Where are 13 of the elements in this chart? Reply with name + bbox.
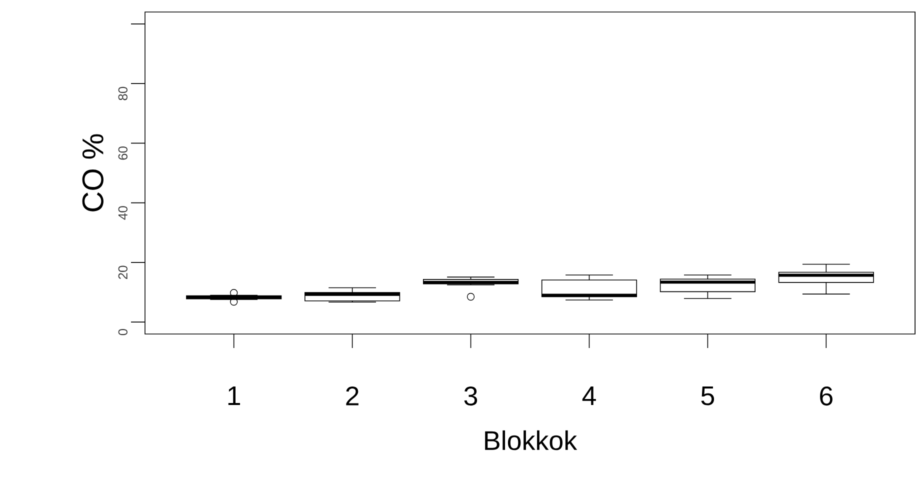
x-tick-label: 2 <box>346 386 358 406</box>
y-tick-label: 20 <box>118 266 128 279</box>
x-axis-title: Blokkok <box>485 430 578 450</box>
y-tick-label: 40 <box>118 206 128 220</box>
x-tick-label: 4 <box>582 386 596 406</box>
y-tick-label: 60 <box>118 146 128 160</box>
x-tick-label: 1 <box>228 386 240 406</box>
y-axis-title: CO % <box>82 134 104 212</box>
x-tick-label: 3 <box>464 386 478 406</box>
y-tick-label: 0 <box>118 328 128 336</box>
x-tick-label: 5 <box>701 386 714 406</box>
x-tick-label: 6 <box>820 386 832 406</box>
y-tick-label: 80 <box>118 86 128 100</box>
